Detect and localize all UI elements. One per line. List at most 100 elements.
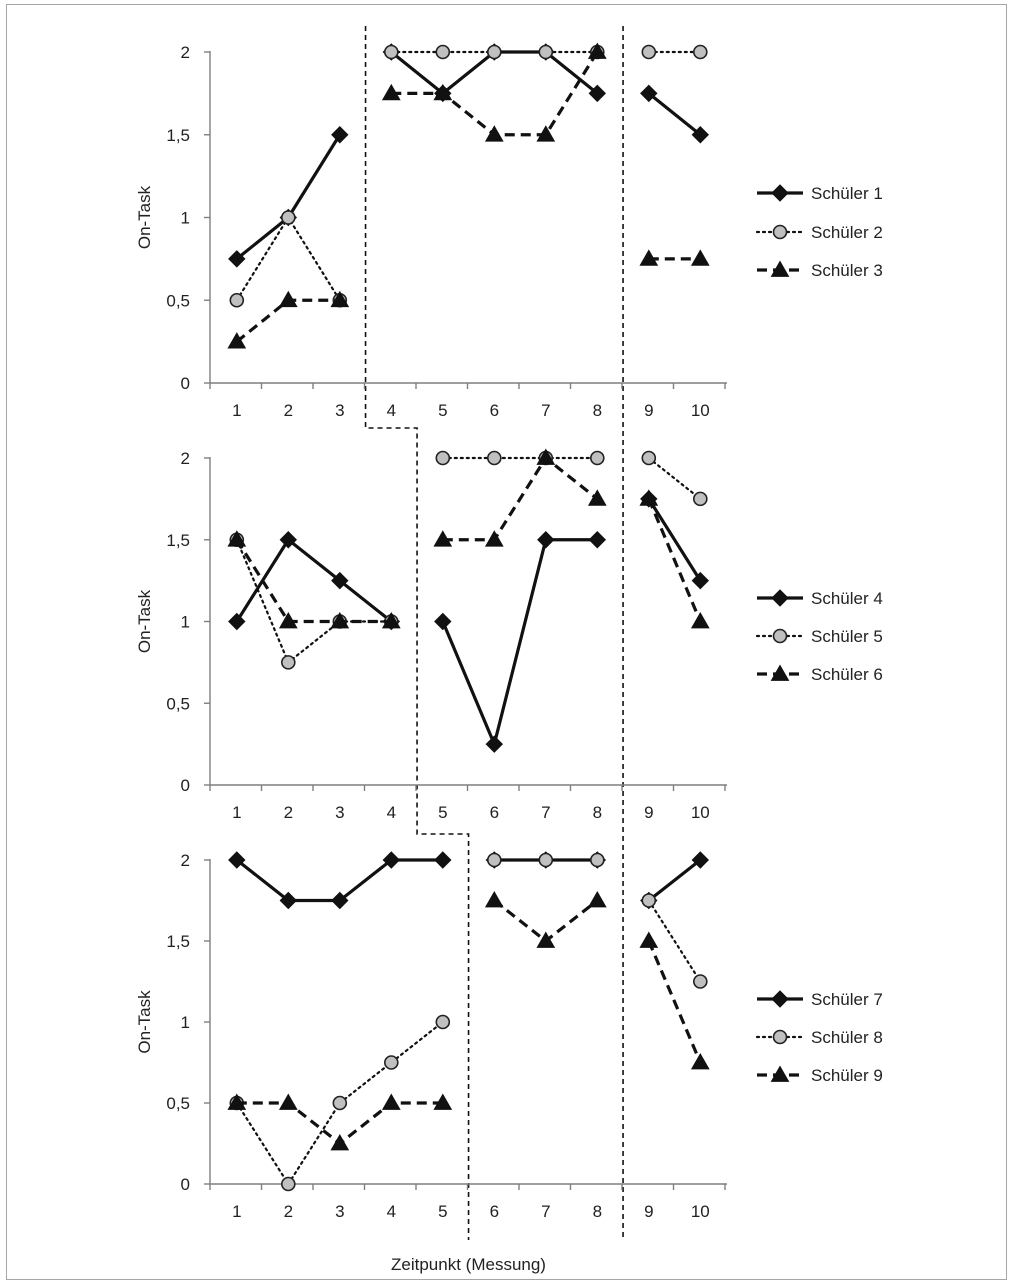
data-point (642, 894, 655, 907)
series-line (237, 540, 391, 663)
data-point (694, 492, 707, 505)
y-tick-label: 1,5 (166, 126, 190, 145)
data-point (332, 127, 348, 143)
data-point (436, 46, 449, 59)
data-point (692, 1054, 709, 1069)
y-tick-label: 2 (181, 43, 190, 62)
data-point (642, 46, 655, 59)
x-tick-label: 4 (387, 1202, 396, 1221)
x-tick-label: 7 (541, 1202, 550, 1221)
data-point (435, 852, 451, 868)
data-point (538, 532, 554, 548)
y-tick-label: 0,5 (166, 694, 190, 713)
data-point (486, 126, 503, 141)
phase-dividers (366, 26, 624, 1240)
series-line (649, 901, 701, 982)
panel-3: 00,511,521 2 3 4 5 6 7 8 9 10On-Task Schüler 7Schü… (135, 851, 883, 1274)
data-point (486, 736, 502, 752)
data-point (486, 892, 503, 907)
legend-label: Schüler 5 (811, 627, 883, 646)
legend-entry: Schüler 1 (757, 184, 883, 203)
y-tick-label: 0 (181, 1175, 190, 1194)
series-line (391, 52, 597, 135)
y-axis-label: On-Task (135, 589, 154, 653)
x-tick-label: 1 (232, 401, 241, 420)
x-tick-label: 4 (387, 803, 396, 822)
x-tick-label: 9 (644, 1202, 653, 1221)
x-tick-label: 5 (438, 1202, 447, 1221)
data-point (436, 452, 449, 465)
series-line (649, 93, 701, 134)
phase-divider-1 (366, 26, 469, 1240)
y-tick-label: 1 (181, 1013, 190, 1032)
data-point (694, 46, 707, 59)
x-tick-label: 6 (490, 1202, 499, 1221)
data-point (591, 452, 604, 465)
data-point (591, 854, 604, 867)
data-point (589, 532, 605, 548)
legend-marker (772, 185, 788, 201)
x-tick-label: 2 (284, 803, 293, 822)
series-line (443, 458, 598, 540)
x-tick-label: 4 (387, 401, 396, 420)
x-tick-label: 7 (541, 401, 550, 420)
y-tick-label: 1,5 (166, 531, 190, 550)
series-line (237, 135, 340, 259)
x-tick-label: 6 (490, 803, 499, 822)
data-point (229, 614, 245, 630)
series-line (649, 941, 701, 1063)
x-tick-label: 8 (593, 803, 602, 822)
x-tick-label: 3 (335, 803, 344, 822)
x-tick-label: 3 (335, 1202, 344, 1221)
x-tick-label: 6 (490, 401, 499, 420)
data-point (589, 490, 606, 505)
series-sch-ler-2 (230, 46, 707, 307)
data-point (539, 46, 552, 59)
y-tick-label: 0,5 (166, 291, 190, 310)
data-point (282, 211, 295, 224)
legend-entry: Schüler 2 (757, 223, 883, 242)
panel-1: 0 0,5 1 1,5 2 1 2 3 4 5 6 7 8 9 10 On-Task Schüler 1 Schü… (135, 43, 883, 420)
series-line (237, 540, 391, 622)
legend-label: Schüler 6 (811, 665, 883, 684)
legend-entry: Schüler 6 (757, 665, 883, 684)
x-tick-label: 8 (593, 1202, 602, 1221)
data-point (642, 452, 655, 465)
legend-marker (774, 1031, 787, 1044)
legend-label: Schüler 4 (811, 589, 883, 608)
legend-label: Schüler 3 (811, 261, 883, 280)
legend-marker (772, 590, 788, 606)
series-sch-ler-5 (230, 452, 707, 669)
x-tick-label: 9 (644, 803, 653, 822)
data-point (488, 46, 501, 59)
data-point (486, 531, 503, 546)
series-sch-ler-1 (229, 44, 709, 267)
data-point (488, 452, 501, 465)
series-line (237, 540, 391, 622)
x-tick-label: 5 (438, 401, 447, 420)
x-tick-label: 2 (284, 1202, 293, 1221)
series-line (649, 499, 701, 622)
series-sch-ler-4 (229, 491, 709, 752)
series-line (443, 540, 598, 744)
data-point (385, 46, 398, 59)
data-point (282, 656, 295, 669)
legend-marker (774, 630, 787, 643)
x-tick-label: 9 (644, 401, 653, 420)
legend-marker (772, 991, 788, 1007)
x-tick-label: 7 (541, 803, 550, 822)
panel-2: 0 0,5 1 1,5 2 1 2 3 4 5 6 7 8 9 10 On-Task Schüler 4 Schü… (135, 449, 883, 822)
y-axis-label: On-Task (135, 990, 154, 1054)
y-tick-label: 0,5 (166, 1094, 190, 1113)
data-point (692, 250, 709, 265)
data-point (383, 1095, 400, 1110)
data-point (282, 1178, 295, 1191)
x-tick-label: 10 (691, 803, 710, 822)
data-point (694, 975, 707, 988)
x-axis-label: Zeitpunkt (Messung) (391, 1255, 546, 1274)
data-point (539, 854, 552, 867)
legend-label: Schüler 1 (811, 184, 883, 203)
data-point (331, 1135, 348, 1150)
series-line (649, 499, 701, 581)
